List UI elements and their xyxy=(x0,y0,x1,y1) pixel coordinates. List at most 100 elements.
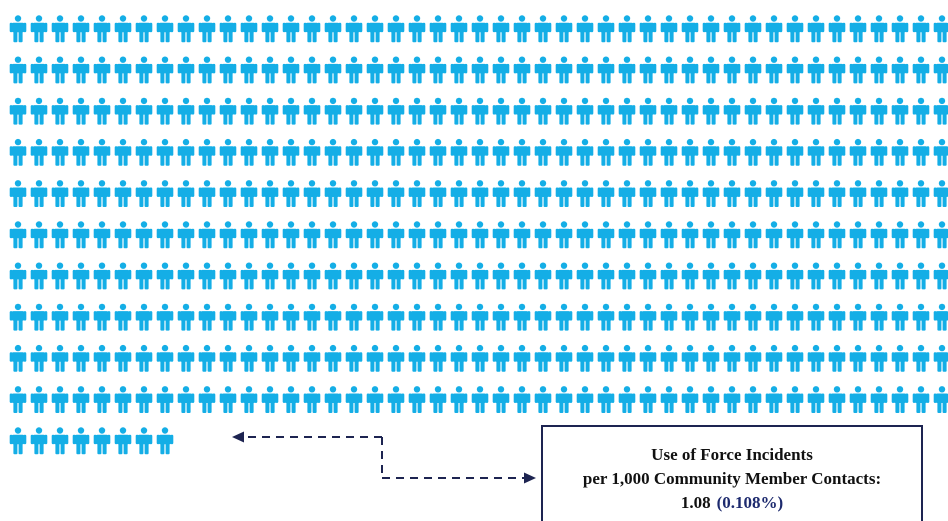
person-icon xyxy=(933,386,948,413)
person-icon xyxy=(93,56,111,84)
person-icon xyxy=(93,15,111,43)
person-icon xyxy=(702,221,720,249)
person-icon xyxy=(387,262,405,290)
person-icon xyxy=(324,386,342,413)
person-icon xyxy=(513,138,531,166)
person-icon xyxy=(30,344,48,372)
person-icon xyxy=(744,221,762,249)
person-icon xyxy=(366,97,384,125)
person-icon xyxy=(513,386,531,413)
person-icon xyxy=(240,303,258,331)
person-icon xyxy=(891,221,909,249)
person-icon xyxy=(114,427,132,455)
person-icon xyxy=(93,138,111,166)
person-icon xyxy=(492,386,510,413)
person-icon xyxy=(744,138,762,166)
person-icon xyxy=(639,262,657,290)
person-icon xyxy=(408,15,426,43)
person-icon xyxy=(240,15,258,43)
person-icon xyxy=(135,303,153,331)
person-icon xyxy=(135,97,153,125)
person-icon xyxy=(702,344,720,372)
person-icon xyxy=(618,138,636,166)
person-icon xyxy=(450,386,468,413)
person-icon xyxy=(240,97,258,125)
person-icon xyxy=(828,15,846,43)
person-icon xyxy=(72,56,90,84)
person-icon xyxy=(912,180,930,207)
person-icon xyxy=(72,344,90,372)
person-icon xyxy=(387,344,405,372)
person-icon xyxy=(492,56,510,84)
person-icon xyxy=(807,221,825,249)
person-icon xyxy=(912,56,930,84)
person-icon xyxy=(387,303,405,331)
person-icon xyxy=(303,15,321,43)
person-icon xyxy=(51,138,69,166)
person-icon xyxy=(618,303,636,331)
person-icon xyxy=(576,15,594,43)
person-icon xyxy=(156,262,174,290)
person-icon xyxy=(828,221,846,249)
person-icon xyxy=(450,97,468,125)
person-icon xyxy=(72,221,90,249)
person-icon xyxy=(870,262,888,290)
person-icon xyxy=(450,56,468,84)
person-icon xyxy=(30,180,48,207)
person-icon xyxy=(198,386,216,413)
person-icon xyxy=(849,221,867,249)
person-icon xyxy=(135,56,153,84)
person-icon xyxy=(261,15,279,43)
person-icon xyxy=(807,262,825,290)
person-icon xyxy=(576,221,594,249)
person-icon xyxy=(114,15,132,43)
person-icon xyxy=(765,97,783,125)
person-icon xyxy=(471,221,489,249)
person-icon xyxy=(828,138,846,166)
person-icon xyxy=(639,56,657,84)
person-icon xyxy=(51,386,69,413)
person-icon xyxy=(72,427,90,455)
person-icon xyxy=(492,138,510,166)
callout-line-2: per 1,000 Community Member Contacts: xyxy=(582,469,882,488)
person-icon xyxy=(429,262,447,290)
person-icon xyxy=(366,221,384,249)
person-icon xyxy=(345,386,363,413)
person-icon xyxy=(933,221,948,249)
person-icon xyxy=(156,180,174,207)
person-icon xyxy=(681,262,699,290)
person-icon xyxy=(534,303,552,331)
person-icon xyxy=(576,303,594,331)
person-icon xyxy=(912,344,930,372)
person-icon xyxy=(30,56,48,84)
person-icon xyxy=(303,221,321,249)
person-icon xyxy=(639,138,657,166)
person-icon xyxy=(723,56,741,84)
person-icon xyxy=(702,262,720,290)
person-icon xyxy=(114,303,132,331)
person-icon xyxy=(30,386,48,413)
person-icon xyxy=(345,138,363,166)
person-icon xyxy=(597,97,615,125)
person-icon xyxy=(408,386,426,413)
person-icon xyxy=(471,262,489,290)
person-icon xyxy=(240,56,258,84)
person-icon xyxy=(786,97,804,125)
person-icon xyxy=(765,344,783,372)
person-icon xyxy=(177,386,195,413)
person-icon xyxy=(765,138,783,166)
person-icon xyxy=(828,386,846,413)
person-icon xyxy=(534,344,552,372)
person-icon xyxy=(282,262,300,290)
person-icon xyxy=(597,386,615,413)
person-icon xyxy=(471,386,489,413)
person-icon xyxy=(429,386,447,413)
person-icon xyxy=(93,221,111,249)
person-icon xyxy=(765,386,783,413)
person-icon xyxy=(618,97,636,125)
person-icon xyxy=(156,138,174,166)
person-icon xyxy=(450,138,468,166)
person-icon xyxy=(282,97,300,125)
person-icon xyxy=(723,262,741,290)
person-icon xyxy=(177,303,195,331)
